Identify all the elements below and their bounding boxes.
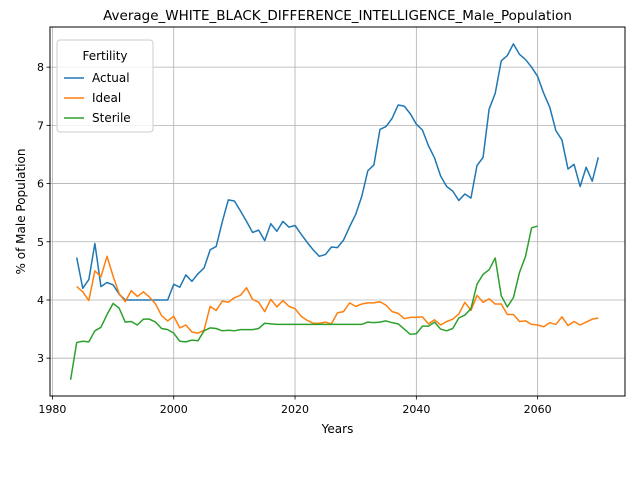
x-tick-label: 2060 [524,403,552,416]
y-tick-label: 4 [37,294,44,307]
y-axis-label: % of Male Population [14,149,28,275]
x-axis-label: Years [321,422,354,436]
x-tick-label: 2000 [160,403,188,416]
legend-label-ideal: Ideal [92,91,121,105]
y-tick-label: 7 [37,119,44,132]
legend-label-actual: Actual [92,71,130,85]
legend-title: Fertility [82,49,127,63]
y-tick-label: 6 [37,178,44,191]
x-tick-label: 2040 [402,403,430,416]
chart-title: Average_WHITE_BLACK_DIFFERENCE_INTELLIGE… [103,8,572,24]
y-tick-label: 8 [37,61,44,74]
y-tick-label: 5 [37,236,44,249]
legend-label-sterile: Sterile [92,111,131,125]
series-line-actual [77,44,599,300]
x-tick-label: 1980 [38,403,66,416]
series-line-sterile [71,226,538,380]
y-axis-ticks: 3 4 5 6 7 8 [37,61,50,365]
legend: Fertility Actual Ideal Sterile [57,40,153,132]
y-tick-label: 3 [37,352,44,365]
x-tick-label: 2020 [281,403,309,416]
x-axis-ticks: 1980 2000 2020 2040 2060 [38,396,551,416]
